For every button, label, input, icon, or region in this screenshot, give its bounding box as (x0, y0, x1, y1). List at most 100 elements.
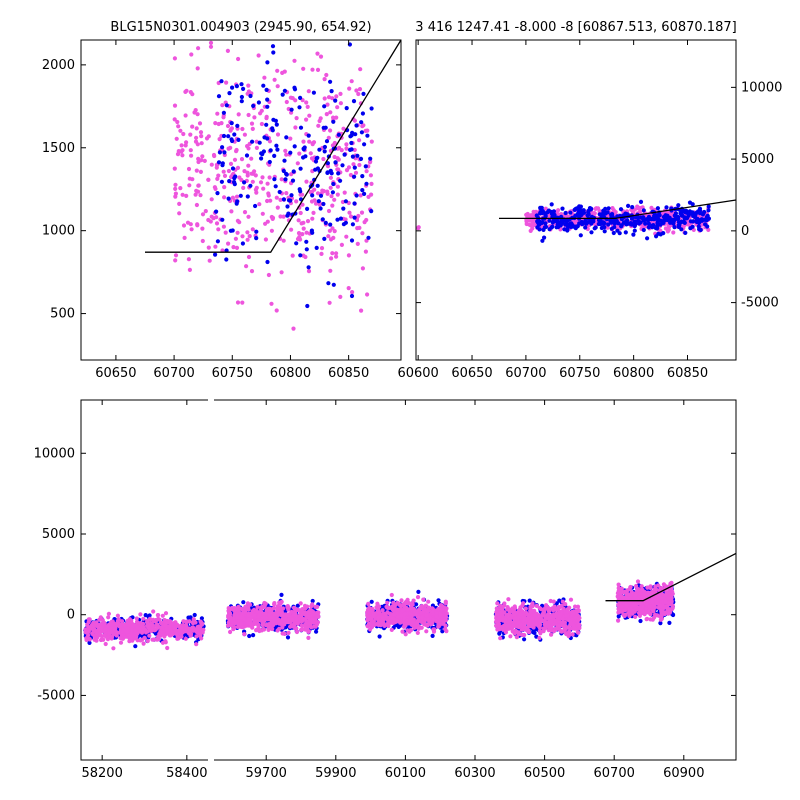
data-point-a (292, 87, 298, 92)
data-point-b (346, 253, 351, 258)
data-point-b (221, 224, 226, 229)
data-point-b (332, 197, 337, 202)
data-point-b (225, 623, 231, 628)
data-point-a (676, 203, 681, 208)
data-point-b (275, 132, 281, 137)
data-point-a (580, 208, 585, 213)
data-point-a (369, 599, 374, 604)
data-point-a (256, 100, 261, 105)
data-point-b (436, 606, 441, 611)
data-point-b (360, 231, 365, 236)
data-point-b (111, 646, 116, 651)
data-point-a (254, 236, 259, 241)
data-point-a (268, 148, 273, 153)
data-point-a (265, 60, 270, 65)
data-point-a (606, 206, 611, 211)
data-point-a (333, 98, 338, 103)
data-point-a (637, 221, 642, 226)
data-point-a (586, 210, 591, 215)
data-point-a (547, 218, 552, 223)
data-point-b (231, 245, 236, 250)
data-point-b (145, 623, 150, 628)
data-point-b (85, 622, 90, 627)
data-point-b (434, 614, 439, 619)
data-point-b (252, 619, 257, 624)
data-point-b (443, 608, 448, 613)
data-point-b (187, 619, 192, 624)
data-point-b (181, 131, 186, 137)
data-point-b (87, 637, 92, 642)
data-point-b (531, 209, 536, 214)
data-point-b (410, 602, 415, 607)
data-point-b (415, 595, 421, 600)
data-point-b (423, 607, 428, 612)
data-point-b (135, 620, 141, 625)
data-point-b (246, 254, 252, 260)
data-point-b (498, 636, 503, 641)
data-point-b (503, 630, 509, 635)
data-point-a (298, 253, 303, 258)
data-point-b (260, 175, 265, 180)
data-point-b (272, 618, 277, 624)
data-point-b (295, 161, 300, 166)
data-point-b (288, 136, 293, 141)
data-point-b (637, 209, 643, 214)
data-point-a (281, 197, 286, 202)
data-point-a (557, 598, 562, 603)
data-point-b (134, 616, 139, 621)
data-point-b (254, 145, 259, 150)
data-point-b (114, 630, 120, 635)
data-point-a (352, 165, 357, 170)
data-point-b (297, 235, 302, 240)
data-point-b (334, 254, 339, 259)
data-point-b (222, 173, 228, 178)
data-point-a (623, 230, 628, 235)
tr-ytick-label: -5000 (741, 296, 779, 311)
data-point-b (299, 614, 304, 620)
data-point-b (242, 210, 248, 215)
data-point-a (541, 210, 547, 215)
data-point-b (293, 612, 298, 618)
data-point-b (181, 223, 187, 228)
data-point-b (325, 191, 330, 196)
data-point-b (235, 300, 241, 305)
data-point-b (246, 617, 251, 622)
data-point-b (175, 119, 180, 125)
data-point-a (655, 221, 660, 226)
data-point-b (119, 619, 125, 624)
data-point-b (245, 144, 250, 149)
data-point-b (220, 103, 225, 108)
data-point-a (284, 172, 289, 177)
data-point-b (86, 633, 91, 638)
data-point-b (415, 630, 420, 636)
data-point-b (214, 221, 220, 226)
data-point-a (227, 179, 232, 184)
data-point-b (338, 91, 343, 96)
data-point-a (348, 147, 353, 152)
data-point-b (245, 91, 250, 96)
data-point-a (575, 212, 580, 217)
data-point-a (298, 125, 304, 130)
data-point-a (282, 88, 287, 93)
data-point-b (495, 601, 500, 606)
data-point-a (261, 83, 266, 88)
data-point-b (229, 209, 234, 214)
data-point-a (244, 153, 250, 158)
data-point-b (344, 142, 349, 147)
data-point-a (609, 226, 614, 231)
data-point-b (252, 607, 257, 612)
data-point-b (199, 620, 204, 626)
x-ticks-top-right: 60600 60650 60700 60750 60800 60850 (397, 40, 708, 381)
data-point-a (280, 92, 285, 97)
data-point-a (352, 215, 357, 220)
data-point-a (343, 199, 348, 204)
data-point-b (290, 253, 295, 258)
data-point-b (189, 153, 194, 158)
data-point-a (522, 637, 527, 642)
data-point-b (298, 601, 303, 606)
data-point-b (270, 215, 276, 220)
tl-xtick-label: 60850 (328, 366, 369, 381)
data-point-b (317, 118, 322, 124)
data-point-b (118, 640, 124, 645)
